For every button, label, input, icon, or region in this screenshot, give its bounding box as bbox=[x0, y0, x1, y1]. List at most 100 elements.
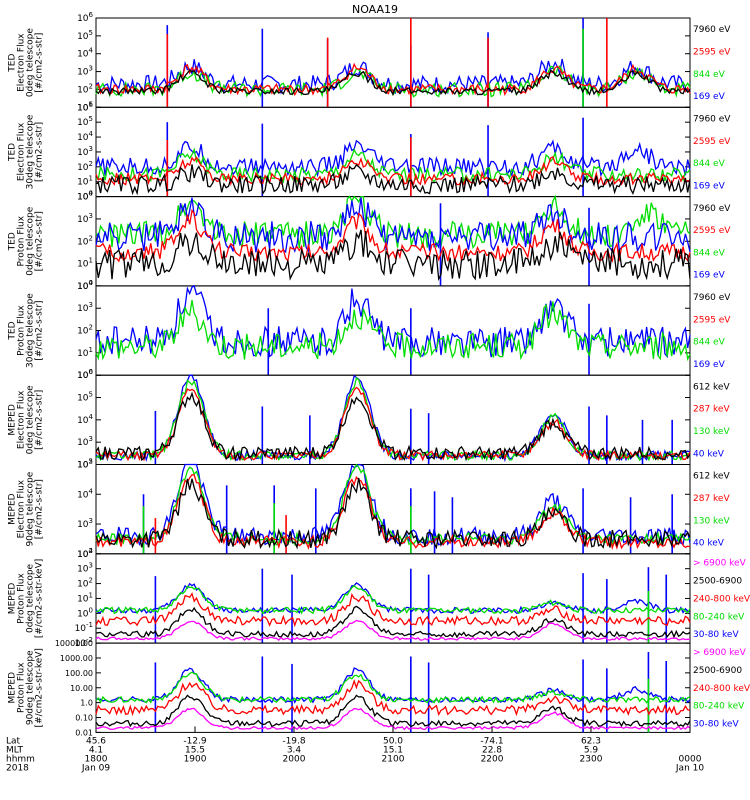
legend-label: 7960 eV bbox=[693, 25, 731, 35]
legend-label: 612 keV bbox=[693, 382, 730, 392]
x-tick-label: 50.0 bbox=[383, 736, 403, 746]
y-tick-label: 100 bbox=[77, 606, 93, 619]
y-tick-label: 102 bbox=[77, 577, 93, 590]
y-tick-label: 10-2 bbox=[75, 636, 93, 649]
legend-label: > 6900 keV bbox=[693, 648, 747, 658]
y-tick-label: 104 bbox=[77, 279, 93, 292]
y-tick-label: 104 bbox=[77, 547, 93, 560]
y-tick-label: 104 bbox=[77, 47, 93, 60]
y-tick-label: 103 bbox=[77, 517, 93, 530]
y-tick-label: 105 bbox=[77, 115, 93, 128]
x-tick-label: Jan 09 bbox=[81, 763, 110, 773]
legend-label: > 6900 keV bbox=[693, 559, 747, 569]
legend-label: 240-800 keV bbox=[693, 594, 750, 604]
y-tick-label: 10-1 bbox=[75, 621, 93, 634]
y-tick-label: 106 bbox=[77, 100, 93, 113]
y-tick-label: 1000.00 bbox=[60, 654, 93, 663]
y-tick-label: 100 bbox=[77, 279, 93, 292]
x-tick-label: 2200 bbox=[481, 754, 504, 764]
x-tick-label: 62.3 bbox=[581, 736, 601, 746]
x-row-label: 2018 bbox=[6, 763, 29, 773]
y-axis-label: TEDElectron Flux0deg telescope[#/cm2-s-s… bbox=[8, 28, 45, 98]
y-axis-label: MEPEDProton Flux0deg telescope[#/cm2-s-s… bbox=[8, 559, 45, 638]
y-tick-label: 102 bbox=[77, 82, 93, 95]
y-tick-label: 102 bbox=[77, 324, 93, 337]
legend-label: 80-240 keV bbox=[693, 702, 745, 712]
x-tick-label: -19.8 bbox=[282, 736, 306, 746]
y-tick-label: 105 bbox=[77, 29, 93, 42]
y-tick-label: 104 bbox=[77, 190, 93, 203]
chart-title: NOAA19 bbox=[352, 3, 398, 16]
series-line-black bbox=[95, 605, 691, 639]
legend-label: 7960 eV bbox=[693, 293, 731, 303]
legend-label: 844 eV bbox=[693, 338, 726, 348]
panel-meped-electron-0deg: 102 103 104 105 106 MEPEDElectron Flux0deg te… bbox=[8, 368, 731, 470]
x-tick-label: 2100 bbox=[382, 754, 405, 764]
y-tick-label: 103 bbox=[77, 212, 93, 225]
legend-label: 169 eV bbox=[693, 360, 726, 370]
legend-label: 2595 eV bbox=[693, 315, 731, 325]
panel-meped-electron-90deg: 102 103 104 105 MEPEDElectron Flux90deg tele… bbox=[8, 458, 731, 560]
y-axis-label: TEDProton Flux30deg telescope[#/cm2-s-st… bbox=[8, 293, 45, 368]
legend-label: 287 keV bbox=[693, 494, 730, 504]
x-tick-label: 45.6 bbox=[86, 736, 106, 746]
y-tick-label: 104 bbox=[77, 487, 93, 500]
series-line-black bbox=[95, 391, 691, 463]
x-tick-label: 2300 bbox=[580, 754, 603, 764]
legend-label: 2500-6900 bbox=[693, 666, 742, 676]
panel-frame bbox=[95, 106, 691, 198]
x-tick-label: 4.1 bbox=[89, 745, 103, 755]
y-tick-label: 103 bbox=[77, 301, 93, 314]
panel-ted-electron-0deg: 101 102 103 104 105 106 TEDElectron Flux0deg t… bbox=[8, 11, 732, 113]
series-line-red bbox=[95, 208, 691, 263]
series-line-green bbox=[95, 671, 691, 704]
series-line-magenta bbox=[95, 619, 690, 641]
legend-label: 80-240 keV bbox=[693, 612, 745, 622]
y-tick-label: 1.0 bbox=[80, 699, 93, 708]
y-tick-label: 101 bbox=[77, 591, 93, 604]
series-line-red bbox=[95, 474, 691, 551]
x-tick-label: 0000 bbox=[679, 754, 702, 764]
x-tick-label: 3.4 bbox=[287, 745, 302, 755]
series-line-green bbox=[96, 147, 691, 184]
y-axis-label: MEPEDElectron Flux0deg telescope[#/cm2-s… bbox=[8, 385, 45, 455]
x-tick-label: 15.1 bbox=[383, 745, 403, 755]
series-line-black bbox=[95, 477, 691, 550]
panel-ted-electron-30deg: 100 101 102 103 104 105 106 TEDElectron Flux30d… bbox=[8, 100, 732, 202]
legend-label: 2595 eV bbox=[693, 226, 731, 236]
y-tick-label: 102 bbox=[77, 547, 93, 560]
x-tick-label: 5.9 bbox=[584, 745, 599, 755]
x-tick-label: -74.1 bbox=[480, 736, 503, 746]
legend-label: 169 eV bbox=[693, 92, 726, 102]
legend-label: 612 keV bbox=[693, 472, 730, 482]
legend-label: 40 keV bbox=[693, 449, 725, 459]
y-tick-label: 105 bbox=[77, 391, 93, 404]
panel-frame bbox=[95, 553, 691, 644]
series-line-blue bbox=[95, 374, 691, 463]
y-tick-label: 101 bbox=[77, 346, 93, 359]
series-line-black bbox=[95, 163, 691, 196]
legend-label: 130 keV bbox=[693, 516, 730, 526]
panel-meped-proton-90deg: 0.01 0.10 1.0 10.00 100.00 1000.00 10000.00 MEP… bbox=[8, 639, 750, 737]
series-line-red bbox=[95, 679, 691, 717]
series-line-black bbox=[95, 69, 691, 97]
panel-frame bbox=[95, 642, 691, 733]
series-line-red bbox=[95, 592, 691, 628]
x-row-label: Lat bbox=[6, 736, 21, 746]
y-tick-label: 103 bbox=[77, 145, 93, 158]
y-tick-label: 102 bbox=[77, 458, 93, 471]
series-line-blue bbox=[95, 284, 691, 359]
y-tick-label: 106 bbox=[77, 368, 93, 381]
legend-label: 130 keV bbox=[693, 427, 730, 437]
y-tick-label: 0.01 bbox=[75, 728, 93, 737]
legend-label: 30-80 keV bbox=[693, 719, 739, 729]
y-tick-label: 100 bbox=[77, 190, 93, 203]
y-tick-label: 105 bbox=[77, 458, 93, 471]
y-tick-label: 103 bbox=[77, 435, 93, 448]
y-tick-label: 106 bbox=[77, 11, 93, 24]
y-tick-label: 0.10 bbox=[75, 714, 93, 723]
